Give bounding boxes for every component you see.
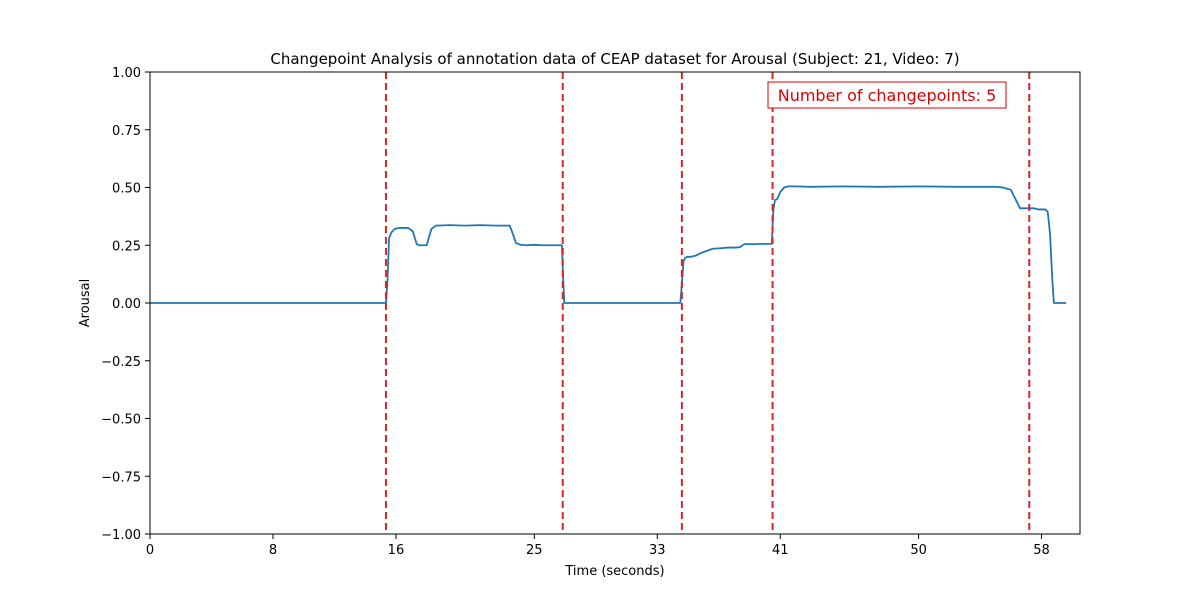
y-axis-label: Arousal <box>78 279 93 328</box>
x-tick-label: 16 <box>388 543 405 558</box>
annotation-box <box>767 81 1007 109</box>
annotation-text: Number of changepoints: 5 <box>778 86 997 105</box>
y-tick-label: 0.50 <box>112 182 141 197</box>
x-tick-label: 0 <box>146 543 154 558</box>
y-tick-label: 0.25 <box>112 239 141 254</box>
y-tick-label: −0.25 <box>101 355 141 370</box>
chart-title: Changepoint Analysis of annotation data … <box>270 50 959 68</box>
x-axis-label: Time (seconds) <box>564 564 664 579</box>
x-tick-label: 58 <box>1033 543 1050 558</box>
y-tick-label: −0.50 <box>101 413 141 428</box>
x-axis: 0 8 16 25 33 41 50 58 <box>146 534 1050 558</box>
y-axis: −1.00 −0.75 −0.50 −0.25 0.00 0.25 0.50 0.75 1.00 <box>101 66 150 543</box>
x-tick-label: 41 <box>772 543 789 558</box>
x-tick-label: 50 <box>910 543 927 558</box>
arousal-series-line <box>150 185 1067 304</box>
y-tick-label: 1.00 <box>112 66 141 81</box>
y-tick-label: −0.75 <box>101 470 141 485</box>
changepoint-count-annotation: Number of changepoints: 5 <box>767 81 1007 109</box>
x-tick-label: 25 <box>526 543 543 558</box>
y-tick-label: 0.75 <box>112 124 141 139</box>
plot-area <box>150 72 1067 534</box>
x-tick-label: 8 <box>269 543 277 558</box>
y-tick-label: 0.00 <box>112 297 141 312</box>
y-tick-label: −1.00 <box>101 528 141 543</box>
x-tick-label: 33 <box>649 543 666 558</box>
